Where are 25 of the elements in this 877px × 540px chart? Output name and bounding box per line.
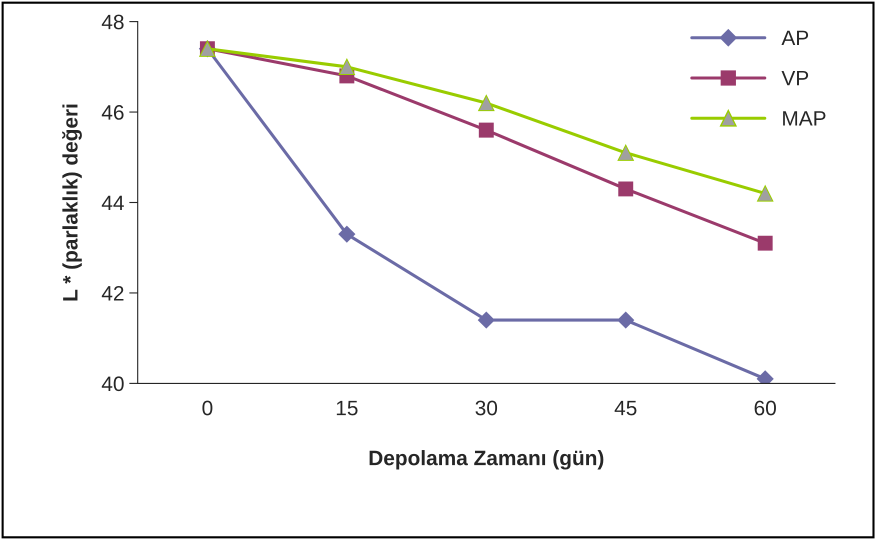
- legend-label: VP: [782, 70, 808, 86]
- point: [617, 312, 634, 328]
- y-tick-label: 46: [102, 105, 124, 120]
- x-axis-title: Depolama Zamanı (gün): [370, 450, 604, 470]
- y-tick-label: 40: [102, 376, 124, 392]
- point: [618, 181, 634, 196]
- point: [478, 312, 495, 328]
- point: [758, 236, 773, 251]
- x-tick-label: 15: [336, 400, 358, 416]
- x-tick-label: 60: [754, 400, 776, 416]
- point: [478, 94, 494, 112]
- y-tick-label: 44: [102, 196, 124, 210]
- x-tick-label: 30: [476, 400, 498, 416]
- point: [757, 185, 774, 202]
- y-axis-title: L * (parlaklık) değeri: [62, 104, 82, 300]
- point: [478, 122, 494, 138]
- legend-label: AP: [781, 30, 808, 46]
- point: [618, 144, 634, 161]
- x-tick-label: 0: [202, 400, 212, 416]
- point: [338, 226, 356, 243]
- y-tick-label: 42: [102, 286, 124, 300]
- y-tick-label: 48: [102, 14, 124, 30]
- point: [338, 58, 356, 75]
- x-tick-label: 45: [614, 400, 636, 416]
- legend-label: MAP: [783, 111, 826, 126]
